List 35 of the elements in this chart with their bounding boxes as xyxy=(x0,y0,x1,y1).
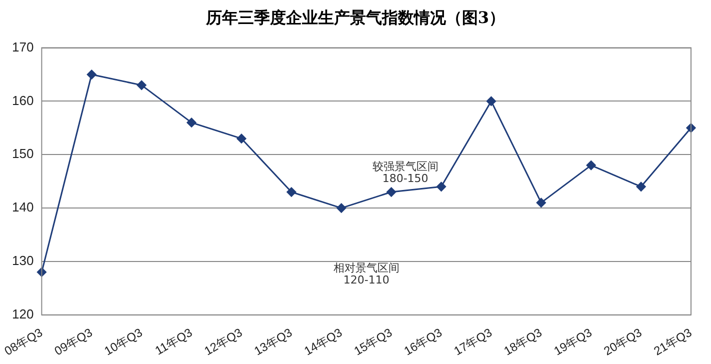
x-tick-label: 11年Q3 xyxy=(152,325,195,358)
point xyxy=(86,70,96,80)
y-tick-label: 150 xyxy=(12,146,34,162)
x-tick-label: 17年Q3 xyxy=(452,325,495,358)
x-tick-label: 10年Q3 xyxy=(102,325,146,358)
point xyxy=(286,187,296,197)
annotation: 相对景气区间 120-110 xyxy=(333,261,400,286)
x-tick-label: 12年Q3 xyxy=(202,325,245,358)
x-tick-label: 20年Q3 xyxy=(601,325,644,358)
point xyxy=(436,182,446,192)
y-tick-label: 120 xyxy=(12,306,34,322)
point xyxy=(136,80,146,90)
y-tick-label: 170 xyxy=(12,39,34,54)
y-tick-label: 160 xyxy=(12,92,34,108)
x-tick-label: 18年Q3 xyxy=(501,325,545,358)
point xyxy=(336,203,346,213)
point xyxy=(536,198,546,208)
annotation: 较强景气区间 180-150 xyxy=(372,160,438,185)
x-tick-label: 14年Q3 xyxy=(302,325,345,358)
x-tick-label: 19年Q3 xyxy=(551,325,595,358)
point xyxy=(586,160,596,170)
point xyxy=(236,134,246,144)
point xyxy=(386,187,396,197)
point xyxy=(186,118,196,128)
point xyxy=(636,182,646,192)
y-tick-label: 140 xyxy=(12,200,34,215)
point xyxy=(486,96,496,106)
x-tick-label: 13年Q3 xyxy=(252,325,295,358)
x-tick-label: 08年Q3 xyxy=(2,325,46,358)
y-tick-label: 130 xyxy=(12,253,34,268)
x-tick-label: 21年Q3 xyxy=(651,325,694,358)
x-tick-label: 09年Q3 xyxy=(52,325,96,358)
chart-title: 历年三季度企业生产景气指数情况（图3） xyxy=(204,7,506,29)
x-tick-label: 15年Q3 xyxy=(352,325,395,358)
x-tick-label: 16年Q3 xyxy=(402,325,445,358)
